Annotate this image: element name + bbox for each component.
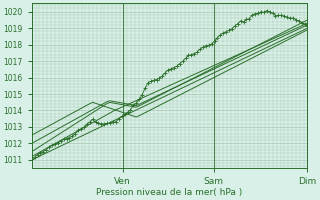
X-axis label: Pression niveau de la mer( hPa ): Pression niveau de la mer( hPa )	[96, 188, 243, 197]
